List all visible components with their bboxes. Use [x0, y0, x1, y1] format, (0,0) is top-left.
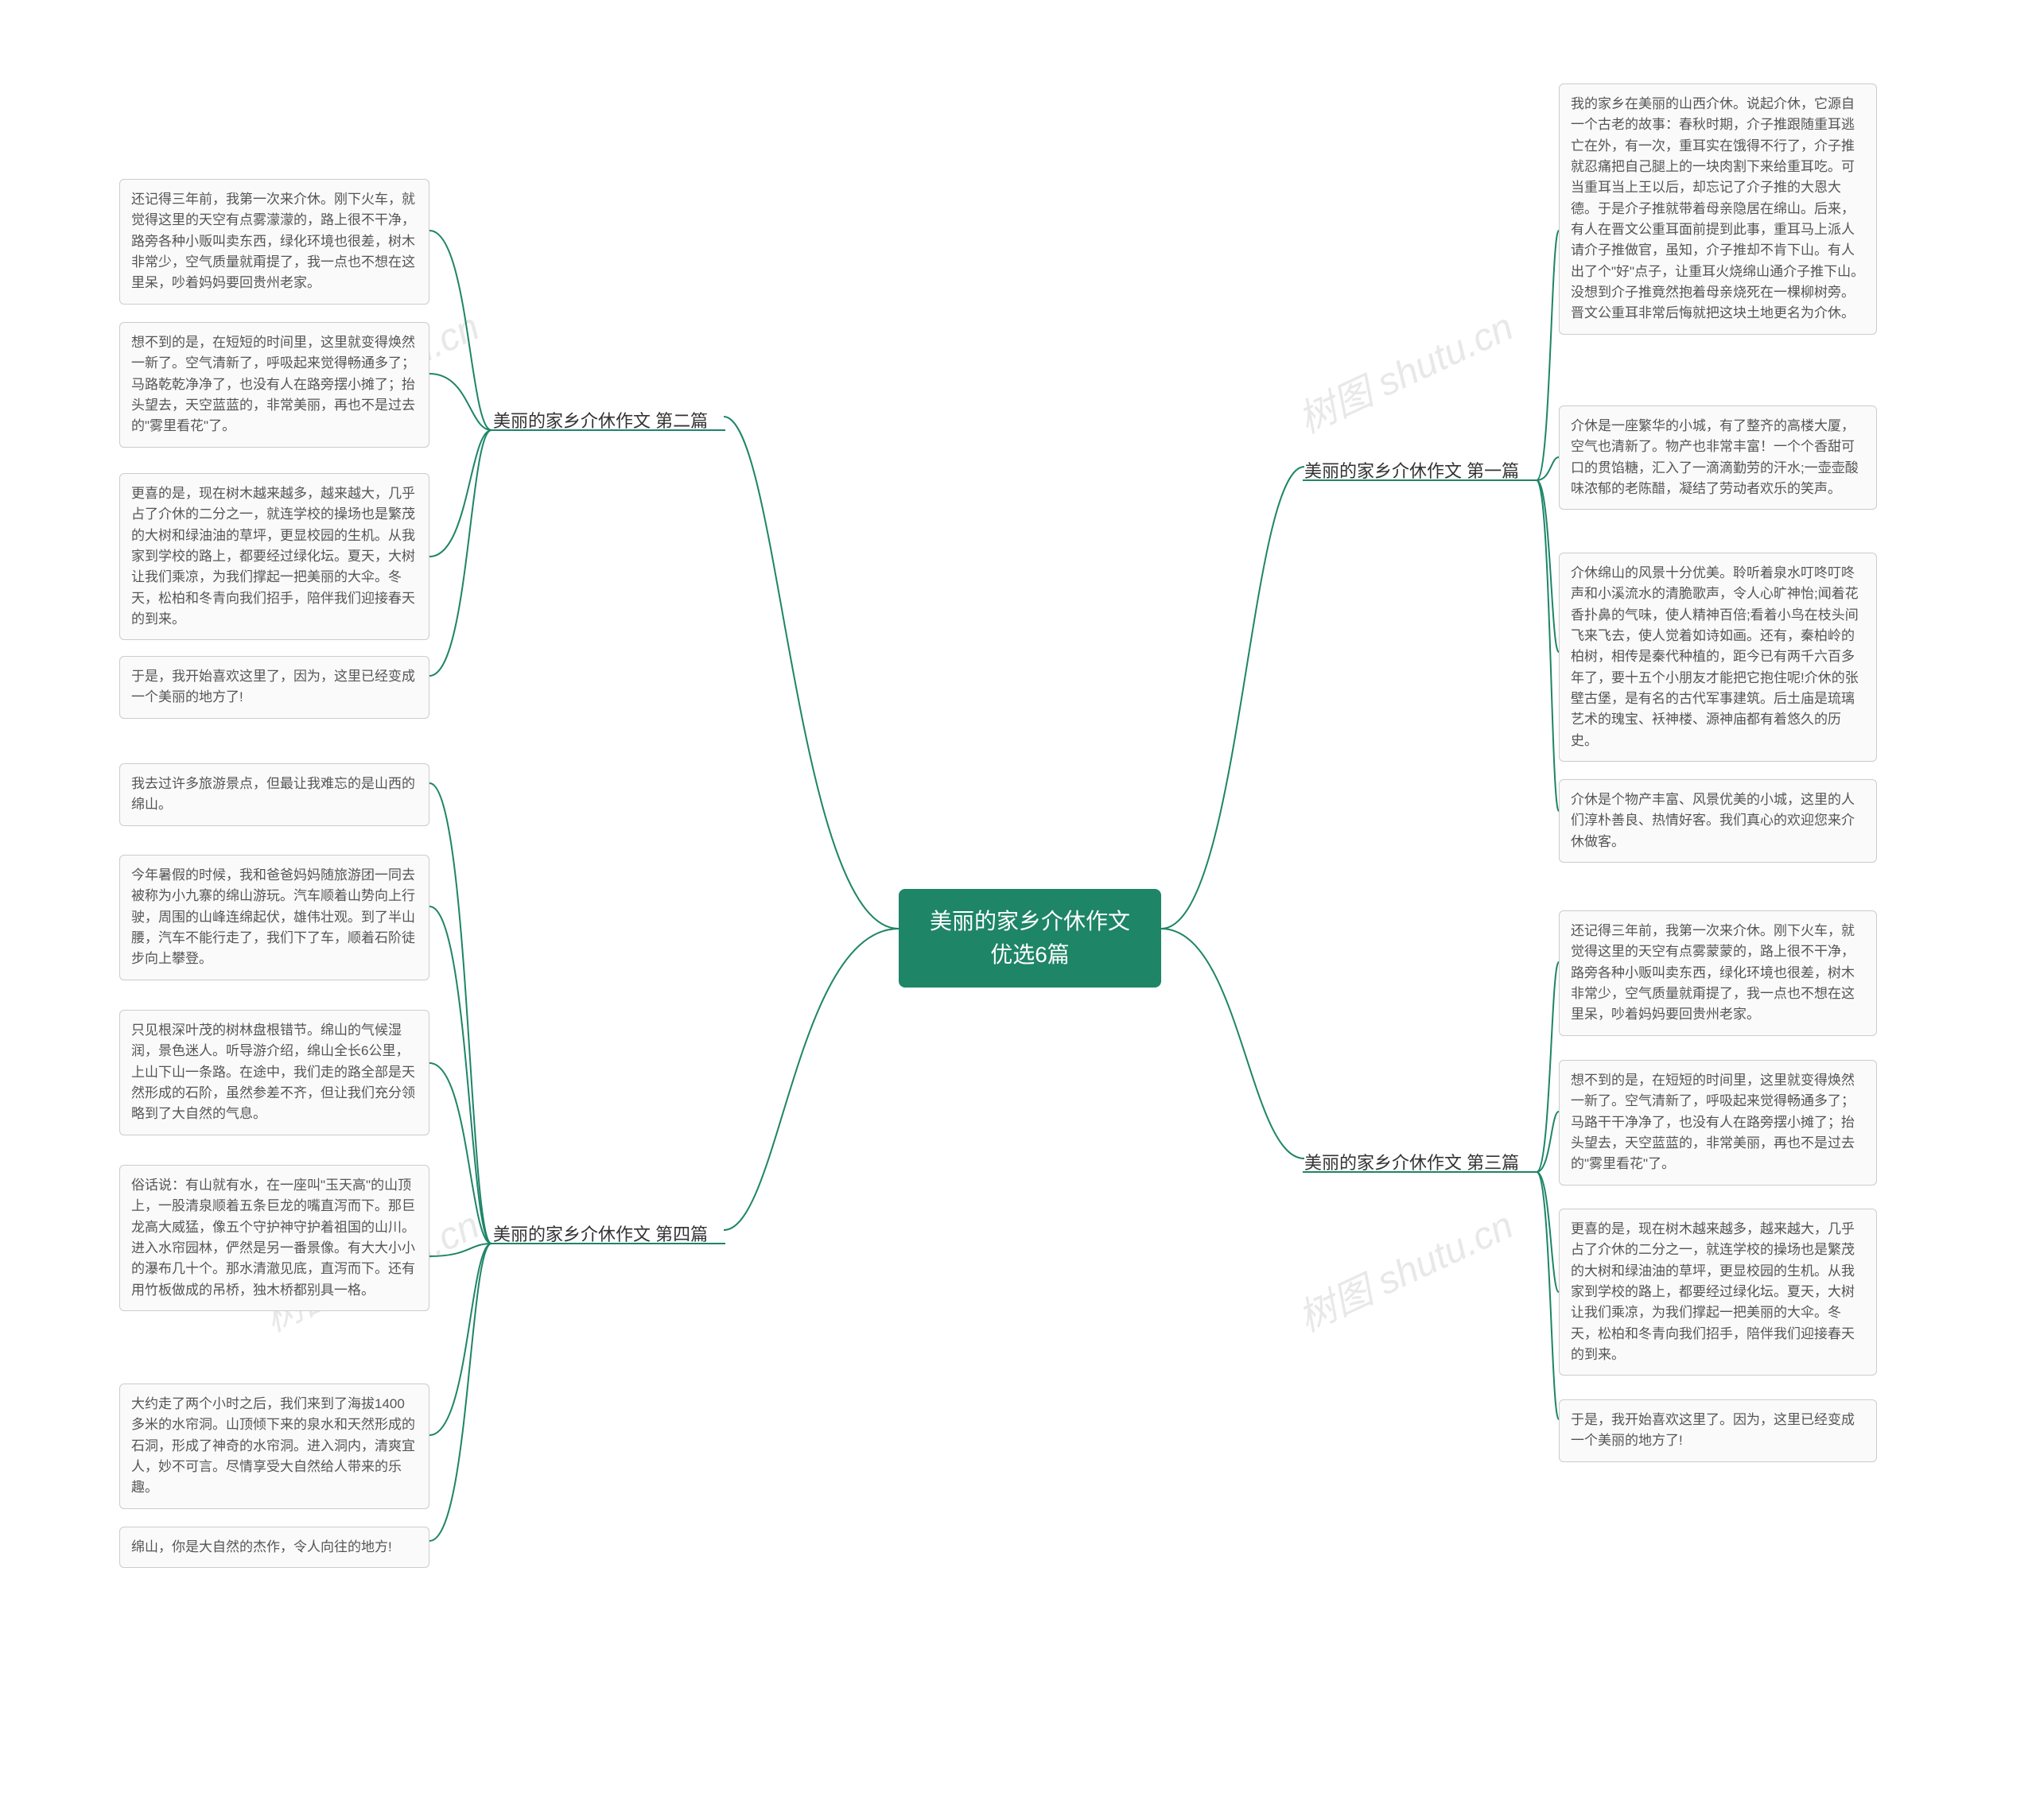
branch-right-1-label: 美丽的家乡介休作文 第一篇	[1304, 457, 1519, 483]
branch-left-2-label: 美丽的家乡介休作文 第四篇	[493, 1220, 708, 1246]
leaf-right-1-4: 介休是个物产丰富、风景优美的小城，这里的人们淳朴善良、热情好客。我们真心的欢迎您…	[1559, 779, 1877, 863]
leaf-left-2-1: 我去过许多旅游景点，但最让我难忘的是山西的绵山。	[119, 763, 429, 826]
branch-left-1-label: 美丽的家乡介休作文 第二篇	[493, 407, 708, 433]
leaf-left-1-2: 想不到的是，在短短的时间里，这里就变得焕然一新了。空气清新了，呼吸起来觉得畅通多…	[119, 322, 429, 448]
leaf-left-1-4: 于是，我开始喜欢这里了，因为，这里已经变成一个美丽的地方了!	[119, 656, 429, 719]
leaf-left-1-3: 更喜的是，现在树木越来越多，越来越大，几乎占了介休的二分之一，就连学校的操场也是…	[119, 473, 429, 640]
leaf-right-2-1: 还记得三年前，我第一次来介休。刚下火车，就觉得这里的天空有点雾蒙蒙的，路上很不干…	[1559, 910, 1877, 1036]
leaf-right-1-1: 我的家乡在美丽的山西介休。说起介休，它源自一个古老的故事：春秋时期，介子推跟随重…	[1559, 83, 1877, 335]
leaf-right-2-4: 于是，我开始喜欢这里了。因为，这里已经变成一个美丽的地方了!	[1559, 1399, 1877, 1462]
leaf-right-2-3: 更喜的是，现在树木越来越多，越来越大，几乎占了介休的二分之一，就连学校的操场也是…	[1559, 1209, 1877, 1376]
leaf-left-1-1: 还记得三年前，我第一次来介休。刚下火车，就觉得这里的天空有点雾濛濛的，路上很不干…	[119, 179, 429, 305]
leaf-left-2-5: 大约走了两个小时之后，我们来到了海拔1400多米的水帘洞。山顶倾下来的泉水和天然…	[119, 1383, 429, 1509]
leaf-right-1-3: 介休绵山的风景十分优美。聆听着泉水叮咚叮咚声和小溪流水的清脆歌声，令人心旷神怡;…	[1559, 553, 1877, 762]
leaf-right-2-2: 想不到的是，在短短的时间里，这里就变得焕然一新了。空气清新了，呼吸起来觉得畅通多…	[1559, 1060, 1877, 1186]
center-node: 美丽的家乡介休作文优选6篇	[899, 889, 1161, 988]
branch-right-2-label: 美丽的家乡介休作文 第三篇	[1304, 1149, 1519, 1174]
leaf-left-2-3: 只见根深叶茂的树林盘根错节。绵山的气候湿润，景色迷人。听导游介绍，绵山全长6公里…	[119, 1010, 429, 1135]
leaf-left-2-6: 绵山，你是大自然的杰作，令人向往的地方!	[119, 1527, 429, 1568]
leaf-left-2-4: 俗话说：有山就有水，在一座叫"玉天高"的山顶上，一股清泉顺着五条巨龙的嘴直泻而下…	[119, 1165, 429, 1311]
leaf-left-2-2: 今年暑假的时候，我和爸爸妈妈随旅游团一同去被称为小九寨的绵山游玩。汽车顺着山势向…	[119, 855, 429, 980]
leaf-right-1-2: 介休是一座繁华的小城，有了整齐的高楼大厦，空气也清新了。物产也非常丰富！一个个香…	[1559, 406, 1877, 510]
